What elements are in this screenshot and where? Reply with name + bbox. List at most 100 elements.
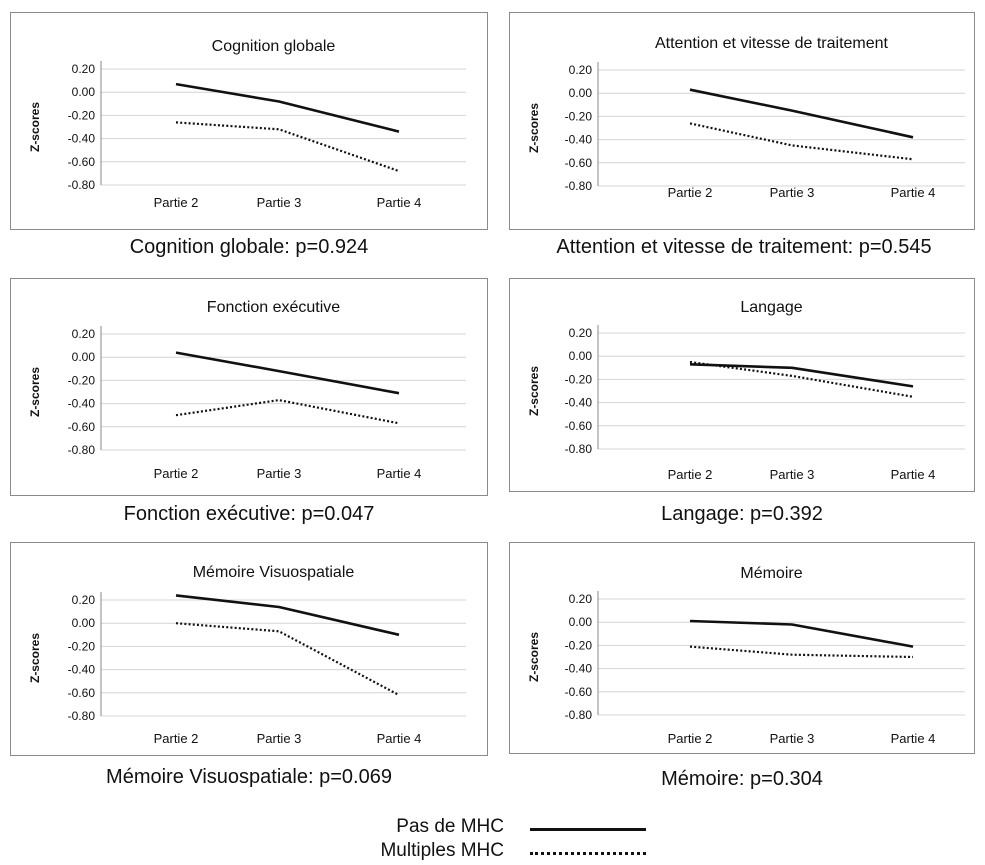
y-tick-label: -0.80 xyxy=(68,443,96,457)
y-tick-label: -0.20 xyxy=(68,373,96,387)
x-tick-label: Partie 3 xyxy=(257,195,302,210)
chart-panel-4: 0.20 0.00 -0.20 -0.40 -0.60 -0.80 Z-scores Lang… xyxy=(509,278,975,492)
y-tick-label: -0.40 xyxy=(565,133,593,147)
x-tick-label: Partie 2 xyxy=(154,731,199,746)
y-tick-label: -0.40 xyxy=(68,132,96,146)
series-line-multiples-mhc xyxy=(689,645,914,659)
y-tick-label: -0.20 xyxy=(68,639,96,653)
legend-item-pas-de-mhc: Pas de MHC xyxy=(364,816,664,838)
y-tick-label: -0.60 xyxy=(565,685,593,699)
y-tick-label: -0.20 xyxy=(565,372,593,386)
y-tick-label: 0.00 xyxy=(569,349,593,363)
y-tick-label: -0.40 xyxy=(68,663,96,677)
legend-dotted-line-swatch xyxy=(530,852,646,855)
y-tick-label: 0.20 xyxy=(72,593,96,607)
chart-svg-4: 0.20 0.00 -0.20 -0.40 -0.60 -0.80 Z-scores Lang… xyxy=(527,299,965,482)
chart-panel-5: 0.20 0.00 -0.20 -0.40 -0.60 -0.80 Z-scores Mémo… xyxy=(10,542,488,756)
chart-svg-5: 0.20 0.00 -0.20 -0.40 -0.60 -0.80 Z-scores Mémo… xyxy=(28,564,466,746)
chart-title: Mémoire Visuospatiale xyxy=(193,564,355,581)
series-line-pas-de-mhc xyxy=(175,82,400,133)
chart-title: Mémoire xyxy=(740,565,802,582)
series-line-pas-de-mhc xyxy=(175,351,400,395)
y-axis-label: Z-scores xyxy=(28,367,42,417)
x-tick-label: Partie 2 xyxy=(154,195,199,210)
y-tick-label: -0.80 xyxy=(565,708,593,722)
legend: Pas de MHC Multiples MHC xyxy=(364,816,664,864)
y-tick-label: -0.20 xyxy=(565,109,593,123)
y-axis-label: Z-scores xyxy=(527,103,541,153)
y-axis-label: Z-scores xyxy=(28,102,42,152)
x-tick-label: Partie 2 xyxy=(668,467,713,482)
chart-panel-3: 0.20 0.00 -0.20 -0.40 -0.60 -0.80 Z-scores Fonc… xyxy=(10,278,488,496)
y-tick-label: -0.80 xyxy=(565,442,593,456)
y-tick-label: -0.60 xyxy=(68,420,96,434)
y-tick-label: -0.20 xyxy=(565,638,593,652)
chart-title: Cognition globale xyxy=(212,38,336,55)
caption-cognition-globale: Cognition globale: p=0.924 xyxy=(129,236,369,258)
chart-svg-6: 0.20 0.00 -0.20 -0.40 -0.60 -0.80 Z-scores Mémo… xyxy=(527,565,965,746)
y-tick-label: 0.20 xyxy=(569,63,593,77)
x-tick-label: Partie 4 xyxy=(891,731,936,746)
legend-item-multiples-mhc: Multiples MHC xyxy=(364,840,664,862)
x-tick-label: Partie 4 xyxy=(891,185,936,200)
y-tick-label: 0.00 xyxy=(569,86,593,100)
x-tick-label: Partie 4 xyxy=(377,731,422,746)
y-tick-label: -0.60 xyxy=(68,155,96,169)
y-axis-label: Z-scores xyxy=(527,366,541,416)
y-tick-label: -0.60 xyxy=(68,686,96,700)
series-line-multiples-mhc xyxy=(689,122,914,161)
y-tick-label: 0.00 xyxy=(72,85,96,99)
series-line-pas-de-mhc xyxy=(689,619,914,648)
series-line-multiples-mhc xyxy=(175,622,400,697)
x-tick-label: Partie 2 xyxy=(154,466,199,481)
chart-title: Langage xyxy=(740,299,802,316)
caption-fonction-executive: Fonction exécutive: p=0.047 xyxy=(123,503,375,525)
y-tick-label: 0.00 xyxy=(72,616,96,630)
caption-memoire: Mémoire: p=0.304 xyxy=(661,768,823,790)
series-line-multiples-mhc xyxy=(689,360,914,398)
x-tick-label: Partie 4 xyxy=(377,195,422,210)
series-line-multiples-mhc xyxy=(175,121,400,173)
legend-label: Multiples MHC xyxy=(380,840,504,861)
y-tick-label: -0.80 xyxy=(565,179,593,193)
chart-title: Fonction exécutive xyxy=(207,299,341,316)
x-tick-label: Partie 2 xyxy=(668,185,713,200)
y-tick-label: 0.00 xyxy=(72,350,96,364)
caption-langage: Langage: p=0.392 xyxy=(661,503,823,525)
y-axis-label: Z-scores xyxy=(28,633,42,683)
x-tick-label: Partie 3 xyxy=(770,731,815,746)
chart-panel-6: 0.20 0.00 -0.20 -0.40 -0.60 -0.80 Z-scores Mémo… xyxy=(509,542,975,754)
y-tick-label: -0.40 xyxy=(68,397,96,411)
y-tick-label: 0.00 xyxy=(569,615,593,629)
chart-svg-3: 0.20 0.00 -0.20 -0.40 -0.60 -0.80 Z-scores Fonc… xyxy=(28,299,466,481)
y-tick-label: -0.80 xyxy=(68,709,96,723)
chart-svg-1: 0.20 0.00 -0.20 -0.40 -0.60 -0.80 Z-scores Cogn… xyxy=(28,38,466,210)
caption-attention: Attention et vitesse de traitement: p=0.… xyxy=(556,236,932,258)
x-tick-label: Partie 3 xyxy=(770,185,815,200)
series-line-pas-de-mhc xyxy=(689,88,914,139)
series-line-pas-de-mhc xyxy=(689,363,914,388)
y-tick-label: -0.40 xyxy=(565,662,593,676)
y-tick-label: -0.20 xyxy=(68,108,96,122)
x-tick-label: Partie 3 xyxy=(770,467,815,482)
x-tick-label: Partie 2 xyxy=(668,731,713,746)
series-line-multiples-mhc xyxy=(175,398,400,425)
x-tick-label: Partie 4 xyxy=(891,467,936,482)
chart-svg-2: 0.20 0.00 -0.20 -0.40 -0.60 -0.80 Z-scores Atte… xyxy=(527,35,965,200)
x-tick-label: Partie 4 xyxy=(377,466,422,481)
x-tick-label: Partie 3 xyxy=(257,466,302,481)
series-line-pas-de-mhc xyxy=(175,594,400,637)
y-tick-label: 0.20 xyxy=(569,592,593,606)
caption-memoire-visuospatiale: Mémoire Visuospatiale: p=0.069 xyxy=(106,766,392,788)
y-tick-label: 0.20 xyxy=(72,327,96,341)
legend-label: Pas de MHC xyxy=(396,816,504,837)
legend-solid-line-swatch xyxy=(530,828,646,831)
chart-panel-1: 0.20 0.00 -0.20 -0.40 -0.60 -0.80 Z-scores Cogn… xyxy=(10,12,488,230)
y-tick-label: 0.20 xyxy=(569,326,593,340)
y-tick-label: -0.40 xyxy=(565,396,593,410)
chart-panel-2: 0.20 0.00 -0.20 -0.40 -0.60 -0.80 Z-scores Atte… xyxy=(509,12,975,230)
y-tick-label: -0.60 xyxy=(565,156,593,170)
y-axis-label: Z-scores xyxy=(527,632,541,682)
y-tick-label: 0.20 xyxy=(72,62,96,76)
x-tick-label: Partie 3 xyxy=(257,731,302,746)
